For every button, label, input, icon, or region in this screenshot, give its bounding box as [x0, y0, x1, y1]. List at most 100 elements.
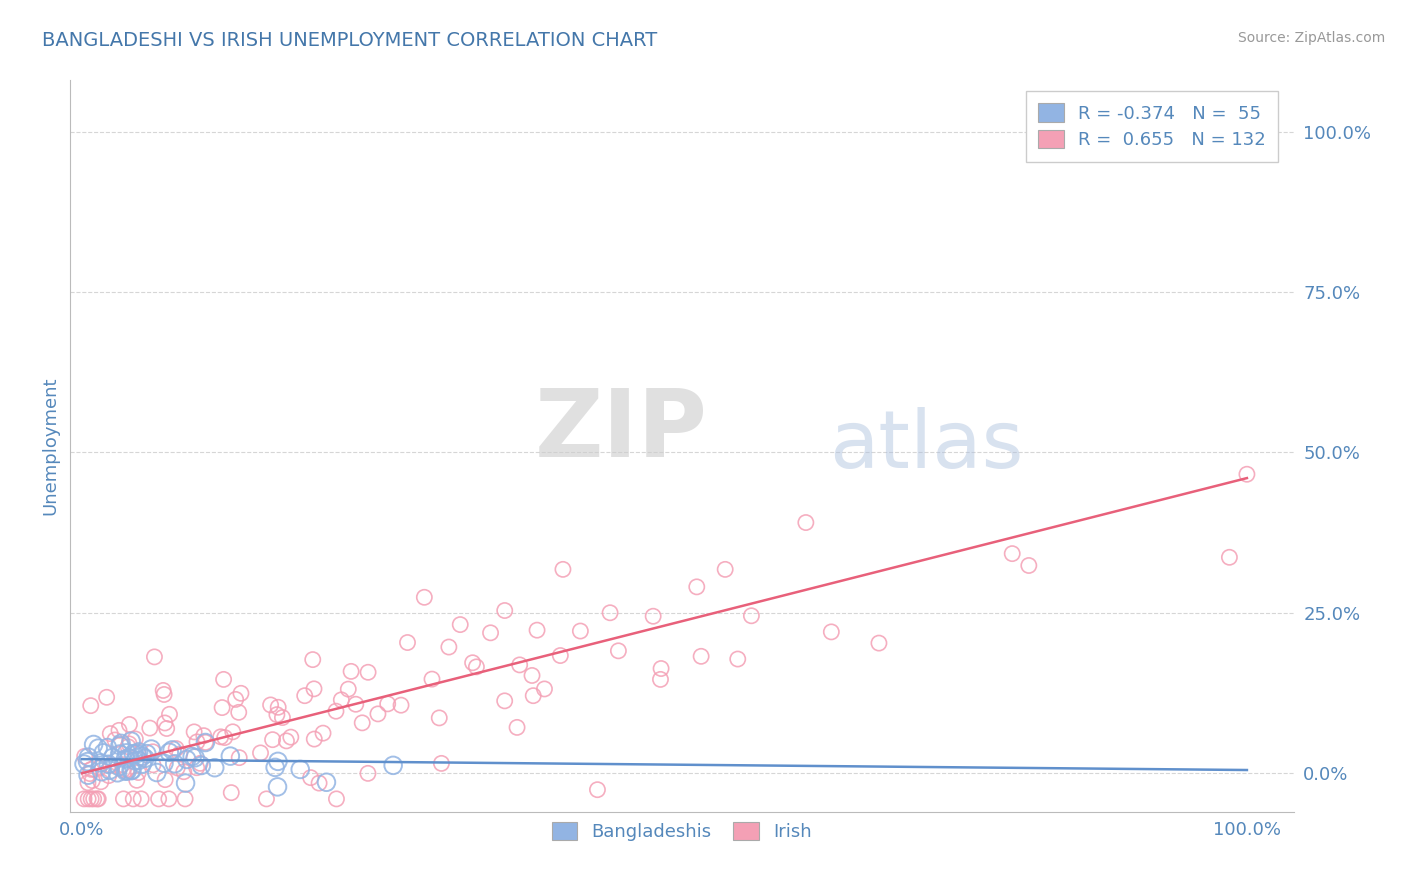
Point	[166, 761, 188, 775]
Point	[73, 749, 96, 764]
Point	[112, 792, 135, 806]
Point	[121, 763, 143, 777]
Point	[77, 768, 100, 782]
Point	[449, 617, 471, 632]
Point	[1001, 547, 1024, 561]
Point	[294, 689, 316, 703]
Point	[212, 673, 235, 687]
Point	[494, 603, 516, 617]
Point	[650, 661, 672, 675]
Point	[868, 636, 890, 650]
Point	[86, 792, 108, 806]
Point	[193, 729, 215, 743]
Point	[430, 756, 453, 771]
Point	[143, 649, 166, 664]
Point	[118, 737, 141, 751]
Point	[108, 723, 131, 738]
Point	[533, 681, 555, 696]
Point	[437, 640, 460, 654]
Point	[256, 792, 278, 806]
Point	[686, 580, 709, 594]
Point	[344, 698, 367, 712]
Point	[188, 756, 211, 771]
Point	[160, 743, 183, 757]
Point	[159, 707, 181, 722]
Point	[107, 765, 129, 780]
Point	[228, 750, 250, 764]
Point	[122, 792, 145, 806]
Point	[315, 775, 337, 789]
Point	[100, 758, 122, 772]
Point	[229, 686, 252, 700]
Point	[222, 724, 245, 739]
Point	[131, 757, 153, 772]
Point	[104, 733, 127, 747]
Point	[90, 774, 112, 789]
Point	[304, 732, 326, 747]
Point	[118, 751, 141, 765]
Point	[120, 734, 142, 748]
Point	[266, 780, 288, 794]
Point	[357, 665, 380, 680]
Point	[157, 792, 180, 806]
Point	[73, 757, 96, 772]
Point	[76, 755, 98, 769]
Point	[114, 764, 136, 779]
Point	[340, 665, 363, 679]
Point	[520, 668, 543, 682]
Point	[267, 755, 290, 769]
Point	[176, 752, 198, 766]
Point	[174, 792, 197, 806]
Point	[479, 625, 502, 640]
Text: atlas: atlas	[828, 407, 1024, 485]
Point	[174, 776, 197, 790]
Point	[337, 682, 360, 697]
Point	[650, 673, 672, 687]
Point	[522, 689, 544, 703]
Point	[127, 754, 149, 768]
Point	[117, 764, 139, 778]
Y-axis label: Unemployment: Unemployment	[41, 376, 59, 516]
Point	[96, 740, 118, 755]
Point	[77, 750, 100, 764]
Point	[264, 760, 287, 774]
Point	[153, 756, 176, 771]
Point	[82, 773, 104, 788]
Legend: Bangladeshis, Irish: Bangladeshis, Irish	[540, 809, 824, 854]
Point	[183, 724, 205, 739]
Point	[186, 761, 208, 775]
Point	[98, 763, 121, 777]
Point	[122, 747, 145, 761]
Point	[494, 694, 516, 708]
Point	[259, 698, 281, 712]
Point	[80, 698, 103, 713]
Point	[465, 660, 488, 674]
Point	[96, 690, 118, 705]
Point	[190, 758, 212, 772]
Point	[108, 759, 131, 773]
Point	[276, 734, 298, 748]
Point	[117, 739, 139, 754]
Point	[153, 772, 176, 787]
Point	[330, 693, 353, 707]
Point	[211, 700, 233, 714]
Point	[209, 730, 232, 744]
Point	[586, 782, 609, 797]
Point	[740, 608, 762, 623]
Point	[352, 715, 374, 730]
Point	[148, 792, 170, 806]
Point	[526, 623, 548, 637]
Point	[1018, 558, 1040, 573]
Point	[427, 711, 450, 725]
Point	[108, 747, 131, 761]
Point	[115, 746, 138, 760]
Point	[115, 763, 138, 777]
Point	[83, 738, 105, 752]
Point	[120, 764, 142, 778]
Point	[73, 792, 96, 806]
Point	[129, 792, 152, 806]
Point	[249, 746, 271, 760]
Point	[569, 624, 592, 638]
Point	[420, 672, 443, 686]
Point	[101, 750, 124, 764]
